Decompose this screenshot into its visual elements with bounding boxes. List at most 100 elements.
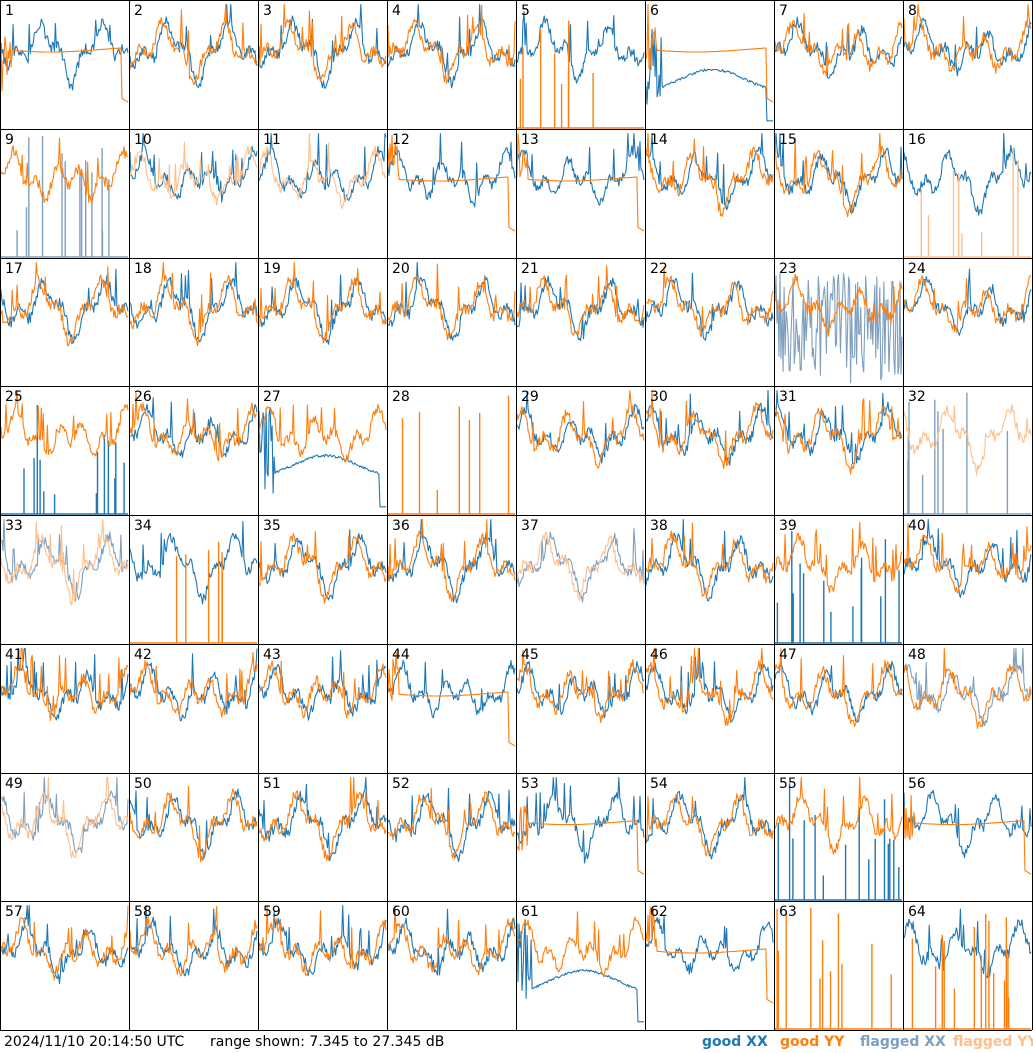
tile-label: 52 [392, 776, 410, 792]
antenna-tile-24: 24 [903, 261, 1032, 336]
antenna-tile-41: 41 [0, 647, 129, 722]
tile-label: 6 [650, 3, 659, 19]
tile-label: 8 [908, 3, 917, 19]
antenna-tile-2: 2 [129, 3, 258, 89]
series-yy-line [903, 275, 1032, 333]
series-yy-line [516, 649, 645, 724]
antenna-tile-63: 63 [775, 904, 902, 1030]
tile-label: 39 [779, 518, 797, 534]
grid-lines [0, 0, 1033, 1031]
series-xx-line [0, 268, 129, 344]
tile-label: 38 [650, 518, 668, 534]
tile-label: 22 [650, 261, 668, 277]
antenna-tile-37: 37 [516, 518, 645, 603]
series-yy-line [645, 793, 774, 857]
series-yy-line [387, 263, 516, 341]
series-yy-line [774, 647, 903, 728]
series-yy-line [0, 389, 129, 457]
antenna-tile-11: 11 [258, 132, 387, 209]
tile-label: 46 [650, 647, 668, 663]
series-yy-line [129, 392, 258, 462]
series-yy-line [645, 132, 774, 217]
series-xx-line [516, 390, 645, 464]
series-xx-line [129, 261, 258, 343]
antenna-tile-26: 26 [129, 389, 258, 462]
series-yy-line [903, 522, 1032, 594]
antenna-tile-57: 57 [0, 904, 129, 984]
tile-label: 11 [263, 132, 281, 148]
series-xx-line [387, 132, 516, 208]
series-xx-line [645, 776, 774, 860]
tile-label: 34 [134, 518, 152, 534]
antenna-tile-34: 34 [129, 518, 258, 644]
tile-label: 30 [650, 389, 668, 405]
tile-label: 31 [779, 389, 797, 405]
series-yy-line [258, 905, 387, 977]
antenna-tile-17: 17 [0, 261, 129, 347]
series-xx-line [0, 647, 129, 721]
tile-label: 1 [5, 3, 14, 19]
antenna-tile-30: 30 [645, 389, 774, 469]
tile-label: 62 [650, 904, 668, 920]
series-yy-line [516, 911, 645, 978]
tile-label: 49 [5, 776, 23, 792]
antenna-tile-48: 48 [903, 647, 1032, 730]
tile-label: 37 [521, 518, 539, 534]
antenna-tile-10: 10 [129, 132, 258, 206]
antenna-tile-58: 58 [129, 904, 258, 977]
series-yy-line [388, 395, 515, 515]
antenna-tile-15: 15 [774, 132, 903, 218]
antenna-tile-42: 42 [129, 647, 258, 722]
series-yy-line [645, 3, 774, 103]
series-yy-line [774, 132, 902, 218]
series-yy-line [645, 647, 774, 727]
tile-label: 32 [908, 389, 926, 405]
antenna-tile-53: 53 [516, 776, 645, 875]
tile-label: 48 [908, 647, 926, 663]
series-xx-line [516, 776, 645, 864]
tile-label: 45 [521, 647, 539, 663]
series-yy-line [646, 266, 774, 338]
series-yy-line [130, 541, 257, 644]
antenna-tile-40: 40 [903, 518, 1032, 598]
antenna-tile-62: 62 [645, 904, 774, 1004]
legend-good-yy: good YY [780, 1034, 845, 1050]
series-yy-line [903, 647, 1032, 730]
tile-label: 61 [521, 904, 539, 920]
series-xx-line [129, 132, 258, 203]
series-xx-line [903, 908, 1032, 979]
antenna-tile-3: 3 [258, 3, 387, 89]
series-yy-line [0, 519, 129, 606]
series-yy-line [516, 389, 645, 469]
antenna-tile-7: 7 [774, 3, 903, 79]
tile-label: 54 [650, 776, 668, 792]
series-xx-line [258, 529, 387, 601]
tile-label: 50 [134, 776, 152, 792]
antenna-tile-16: 16 [903, 132, 1032, 258]
series-yy-line [774, 12, 903, 77]
antenna-tile-55: 55 [774, 776, 903, 901]
series-yy-line [387, 5, 516, 84]
series-xx-line [516, 527, 645, 603]
antenna-tile-52: 52 [387, 776, 516, 863]
series-yy-line [387, 518, 516, 602]
antenna-tile-43: 43 [258, 647, 387, 721]
tile-label: 43 [263, 647, 281, 663]
antenna-tile-25: 25 [0, 389, 129, 515]
tile-label: 16 [908, 132, 926, 148]
antenna-tile-56: 56 [903, 776, 1032, 875]
tile-label: 40 [908, 518, 926, 534]
antenna-tile-18: 18 [129, 261, 258, 347]
antenna-tile-44: 44 [387, 647, 516, 747]
legend-flagged-xx: flagged XX [860, 1034, 946, 1050]
series-xx-line [516, 660, 645, 719]
series-xx-line [387, 659, 516, 719]
series-yy-line [0, 261, 129, 347]
tile-label: 33 [5, 518, 23, 534]
series-yy-line [516, 265, 645, 336]
tile-label: 25 [5, 389, 23, 405]
series-yy-line [387, 787, 516, 860]
series-xx-line [904, 392, 1031, 515]
series-yy-line [516, 531, 645, 601]
antenna-tile-4: 4 [387, 3, 516, 89]
